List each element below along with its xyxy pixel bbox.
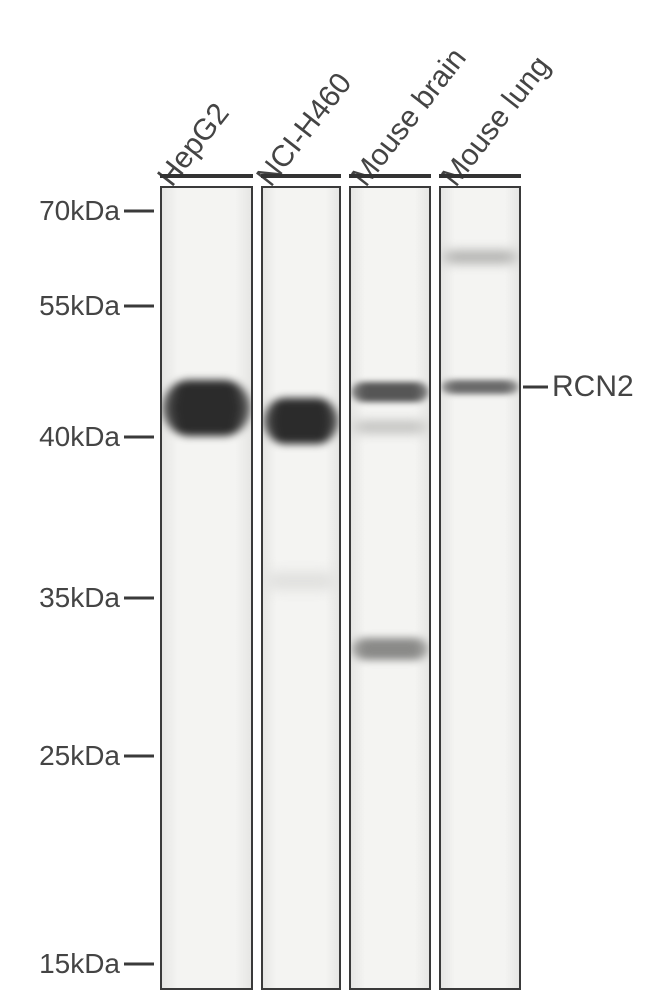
mw-tick-35 [124, 597, 154, 600]
mw-tick-15 [124, 963, 154, 966]
blot-band [263, 572, 339, 590]
blot-band [351, 638, 429, 660]
lane-strip [349, 186, 431, 990]
blot-band [263, 398, 339, 444]
mw-label-15: 15kDa [39, 948, 120, 980]
blot-band [162, 380, 251, 436]
mw-label-25: 25kDa [39, 740, 120, 772]
target-label: RCN2 [552, 370, 634, 404]
mw-tick-70 [124, 210, 154, 213]
mw-tick-25 [124, 755, 154, 758]
mw-tick-55 [124, 305, 154, 308]
blot-band [351, 420, 429, 434]
mw-label-40: 40kDa [39, 421, 120, 453]
mw-label-35: 35kDa [39, 582, 120, 614]
target-tick [523, 386, 548, 389]
mw-tick-40 [124, 436, 154, 439]
blot-band [441, 250, 519, 264]
blot-band [351, 382, 429, 402]
western-blot-figure: 70kDa 55kDa 40kDa 35kDa 25kDa 15kDa HepG… [0, 0, 650, 1007]
lane-underline-ncih460 [261, 174, 341, 178]
blot-band [441, 380, 519, 394]
mw-label-55: 55kDa [39, 290, 120, 322]
lane-label-hepg2: HepG2 [151, 97, 236, 193]
lane-underline-mousebrain [349, 174, 431, 178]
mw-label-70: 70kDa [39, 195, 120, 227]
lane-underline-mouselung [439, 174, 521, 178]
lane-underline-hepg2 [160, 174, 253, 178]
lane-strip [160, 186, 253, 990]
lane-strip [261, 186, 341, 990]
lane-strip [439, 186, 521, 990]
